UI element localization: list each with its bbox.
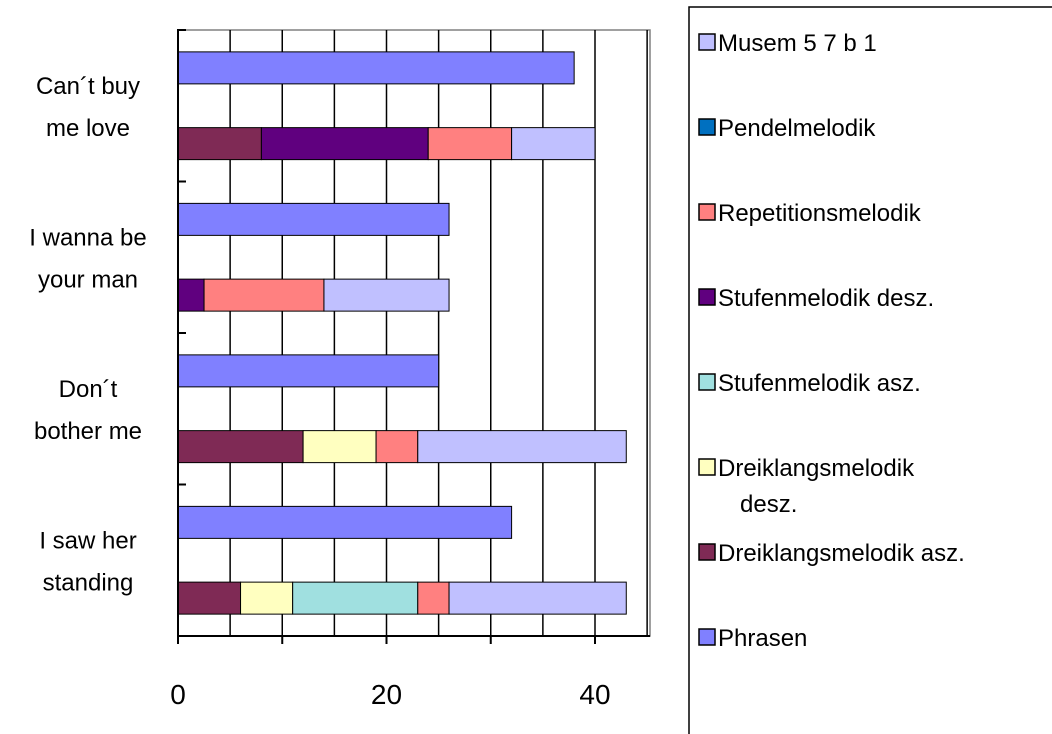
legend-label: Musem 5 7 b 1 [718,30,877,57]
bar-segment [203,278,325,312]
category-label: me love [46,115,130,142]
legend-label: desz. [740,491,797,518]
bar-segment [302,430,377,464]
bar-phrasen [177,354,440,388]
bar-phrasen [177,202,450,236]
legend-swatch [698,373,716,391]
legend-label: Stufenmelodik desz. [718,285,934,312]
bar-segment [427,127,513,161]
bar-segment [417,581,450,615]
category-labels: I saw her standing Don´t bother me I wanna b… [29,73,146,597]
legend-swatch [698,628,716,646]
x-tick-label: 0 [170,679,186,710]
bar-segment [448,581,627,615]
legend-label: Pendelmelodik [718,115,876,142]
x-tick-label: 40 [579,679,610,710]
legend-label: Repetitionsmelodik [718,200,922,227]
category-label: I wanna be [29,224,146,251]
legend-label: Dreiklangsmelodik asz. [718,540,965,567]
legend-swatch [698,118,716,136]
plot-frame [177,29,651,637]
bar-segment [417,430,627,464]
plot-area [177,29,651,637]
bar-segment [177,581,242,615]
legend-swatch [698,543,716,561]
legend-swatch [698,33,716,51]
legend: Musem 5 7 b 1 Pendelmelodik Repetitionsmel… [688,6,1052,734]
bar-segment [511,127,596,161]
bar-segment [260,127,429,161]
bar-phrasen [177,505,513,539]
bar-segment [177,278,205,312]
x-tick-labels: 0 20 40 [170,679,610,710]
bars [177,51,627,615]
x-tick-label: 20 [371,679,402,710]
category-label: Don´t [59,376,118,403]
legend-swatch [698,458,716,476]
legend-box [688,6,1052,734]
legend-swatch [698,203,716,221]
category-label: Can´t buy [36,73,140,100]
legend-label: Phrasen [718,625,807,652]
bar-segment [240,581,294,615]
bar-segment [323,278,450,312]
category-label: your man [38,266,138,293]
bar-segment [177,127,262,161]
category-label: bother me [34,418,142,445]
category-label: I saw her [39,527,136,554]
legend-label: Stufenmelodik asz. [718,370,921,397]
bar-segment [375,430,419,464]
legend-swatch [698,288,716,306]
axes [177,29,650,644]
bar-phrasen [177,51,575,85]
bar-segment [177,430,304,464]
category-label: standing [43,569,134,596]
legend-label: Dreiklangsmelodik [718,455,915,482]
bar-segment [292,581,419,615]
